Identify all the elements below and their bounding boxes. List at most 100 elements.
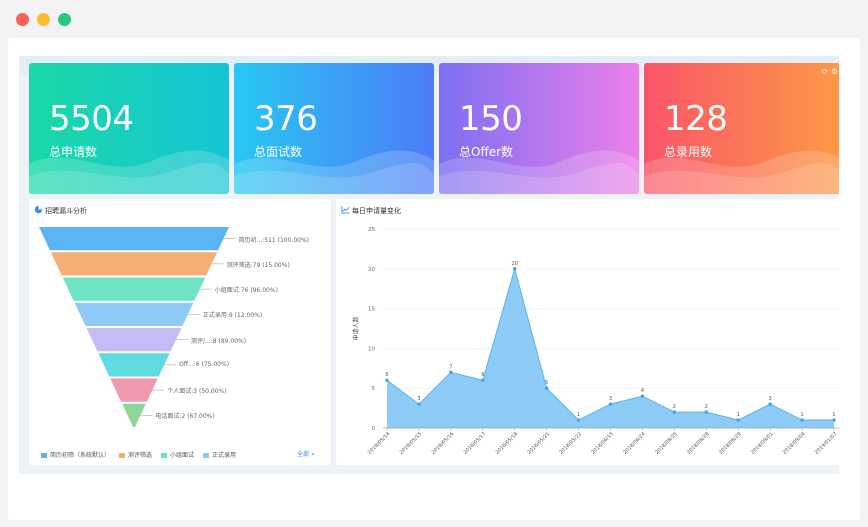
funnel-segment[interactable]: [98, 353, 170, 377]
data-point[interactable]: [417, 402, 421, 406]
panel-title: 每日申请量变化: [352, 207, 401, 215]
data-label: 6: [385, 372, 388, 378]
funnel-stage-label: 正式录用:9 (12.00%): [202, 312, 263, 320]
funnel-stage-label: 测评/...:8 (89.00%): [191, 337, 247, 345]
funnel-segment[interactable]: [86, 328, 182, 352]
data-label: 7: [449, 364, 452, 370]
funnel-segment[interactable]: [50, 252, 218, 276]
funnel-segment[interactable]: [39, 227, 229, 251]
funnel-segment[interactable]: [74, 302, 194, 326]
data-point[interactable]: [768, 402, 772, 406]
data-point[interactable]: [449, 370, 453, 375]
data-point[interactable]: [544, 386, 549, 390]
wave-decoration-icon: [29, 150, 229, 194]
y-tick-label: 20: [368, 267, 375, 273]
data-point[interactable]: [672, 410, 677, 414]
dashboard: 5504 总申请数 376 总面试数 150 总Offer数: [19, 56, 839, 474]
data-label: 2: [673, 404, 676, 410]
wave-decoration-icon: [439, 150, 639, 194]
x-tick-label: 2018/06/24: [622, 431, 647, 456]
x-tick-label: 2018/05/17: [463, 431, 488, 456]
legend-item[interactable]: 简历初筛（系统默认）: [41, 450, 110, 459]
kpi-label: 总录用数: [664, 145, 713, 159]
data-point[interactable]: [512, 267, 517, 271]
data-label: 4: [641, 388, 644, 394]
kpi-value: 150: [459, 99, 523, 139]
daily-applications-panel: 每日申请量变化 0 5 10 15 20 25 申请人数 6 2018/05/14 3 2018/0…: [336, 199, 839, 465]
card-tools: ⟳ ⚙: [822, 67, 838, 76]
kpi-value: 128: [664, 99, 728, 139]
show-all-label: 全部: [297, 451, 310, 458]
x-tick-label: 2018/08/28: [686, 431, 711, 456]
chevron-down-icon: »: [310, 451, 315, 458]
data-point[interactable]: [480, 378, 485, 383]
data-label: 3: [609, 396, 612, 402]
wave-decoration-icon: [234, 150, 434, 194]
y-tick-label: 15: [368, 307, 375, 313]
legend-swatch: [119, 453, 125, 458]
data-point[interactable]: [640, 394, 645, 398]
settings-icon[interactable]: ⚙: [830, 67, 838, 76]
x-tick-label: 2018/05/14: [367, 431, 392, 456]
title-bar: [0, 0, 868, 36]
maximize-window-button[interactable]: [58, 13, 71, 26]
y-tick-label: 0: [372, 426, 376, 432]
legend-item[interactable]: 测评筛选: [119, 450, 152, 459]
data-point[interactable]: [608, 402, 613, 406]
funnel-stage-label: 个人面试:3 (50.00%): [167, 388, 227, 396]
legend-item[interactable]: 小组面试: [161, 450, 194, 459]
data-point[interactable]: [576, 418, 581, 422]
data-label: 1: [577, 412, 580, 418]
funnel-panel: 招聘漏斗分析 简历初...:511 (100.00%) 测评筛选:79 (15.0…: [29, 199, 331, 465]
kpi-card-interviews[interactable]: 376 总面试数: [234, 63, 434, 194]
funnel-segment[interactable]: [110, 378, 158, 402]
funnel-segment[interactable]: [62, 277, 206, 301]
y-tick-label: 10: [368, 346, 375, 352]
x-tick-label: 2018/09/01: [750, 431, 775, 456]
x-tick-label: 2018/05/22: [558, 431, 583, 456]
funnel-stage-label: 简历初...:511 (100.00%): [238, 236, 310, 244]
show-all-link[interactable]: 全部 »: [297, 449, 315, 458]
data-label: 20: [512, 261, 518, 267]
data-point[interactable]: [800, 418, 804, 422]
data-label: 3: [417, 396, 420, 402]
data-label: 2: [705, 404, 708, 410]
x-tick-label: 2019/01/07: [814, 431, 839, 456]
legend-label: 小组面试: [170, 452, 195, 459]
x-tick-label: 2018/05/15: [399, 431, 424, 456]
minimize-window-button[interactable]: [37, 13, 50, 26]
kpi-card-hires[interactable]: ⟳ ⚙ 128 总录用数: [644, 63, 839, 194]
funnel-stage-label: Off...:6 (75.00%): [179, 360, 230, 368]
kpi-card-offers[interactable]: 150 总Offer数: [439, 63, 639, 194]
data-label: 1: [737, 412, 740, 418]
x-tick-label: 2018/08/25: [654, 431, 679, 456]
legend-label: 测评筛选: [128, 452, 153, 459]
x-tick-label: 2018/08/29: [718, 431, 743, 456]
close-window-button[interactable]: [16, 13, 29, 26]
x-tick-label: 2018/05/18: [495, 431, 520, 456]
legend-swatch: [41, 453, 47, 458]
funnel-stage-label: 小组面试:76 (96.00%): [214, 287, 278, 295]
data-label: 1: [832, 412, 835, 418]
wave-decoration-icon: [644, 150, 839, 194]
data-label: 1: [800, 412, 803, 418]
data-label: 3: [769, 396, 772, 402]
series-area: [387, 268, 834, 428]
data-point[interactable]: [736, 418, 741, 422]
kpi-value: 5504: [49, 99, 134, 139]
kpi-label: 总申请数: [49, 145, 98, 159]
x-tick-label: 2018/06/15: [590, 431, 615, 456]
legend-item[interactable]: 正式录用: [203, 450, 236, 459]
x-tick-label: 2018/05/16: [431, 431, 456, 456]
data-point[interactable]: [704, 410, 709, 414]
data-point[interactable]: [385, 378, 389, 383]
funnel-segment[interactable]: [122, 403, 146, 427]
legend-swatch: [203, 453, 209, 458]
kpi-card-applications[interactable]: 5504 总申请数: [29, 63, 229, 194]
kpi-value: 376: [254, 99, 318, 139]
data-point[interactable]: [832, 418, 836, 422]
refresh-icon[interactable]: ⟳: [821, 67, 829, 76]
panel-title: 招聘漏斗分析: [45, 207, 87, 215]
x-tick-label: 2018/09/04: [782, 431, 807, 456]
